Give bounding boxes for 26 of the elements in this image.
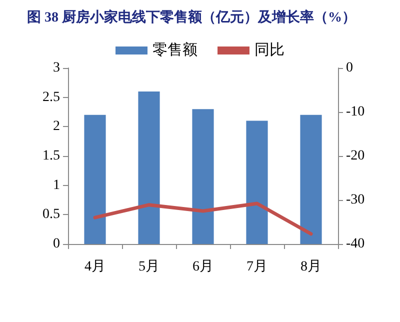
y-tick-label: 0.5 [42,207,60,222]
bar [246,120,268,244]
y-tick-label: 2.5 [42,90,60,105]
y2-tick-label: -20 [346,148,365,164]
x-tick-label: 6月 [192,260,214,274]
chart-title: 图 38 厨房小家电线下零售额（亿元）及增长率（%） [27,8,356,26]
y-tick-label: 3 [53,60,60,76]
y2-tick-label: 0 [346,60,353,76]
legend-label: 零售额 [152,42,198,58]
bar [300,114,322,244]
y2-tick-label: -30 [346,192,365,208]
y2-tick-label: -10 [346,104,365,120]
bar [192,109,214,244]
x-tick-label: 7月 [246,260,268,274]
line-series [93,202,313,236]
y-tick-label: 1 [53,178,60,193]
bar [138,91,160,244]
y-tick-label: 1.5 [42,148,60,164]
y2-tick-label: -40 [346,236,365,252]
legend-label: 同比 [254,42,284,58]
y-tick-label: 0 [53,236,60,252]
y-tick-label: 2 [53,119,60,134]
x-tick-label: 5月 [138,260,160,274]
x-tick-label: 4月 [84,260,106,274]
x-tick-label: 8月 [300,260,322,274]
bar [84,114,106,244]
